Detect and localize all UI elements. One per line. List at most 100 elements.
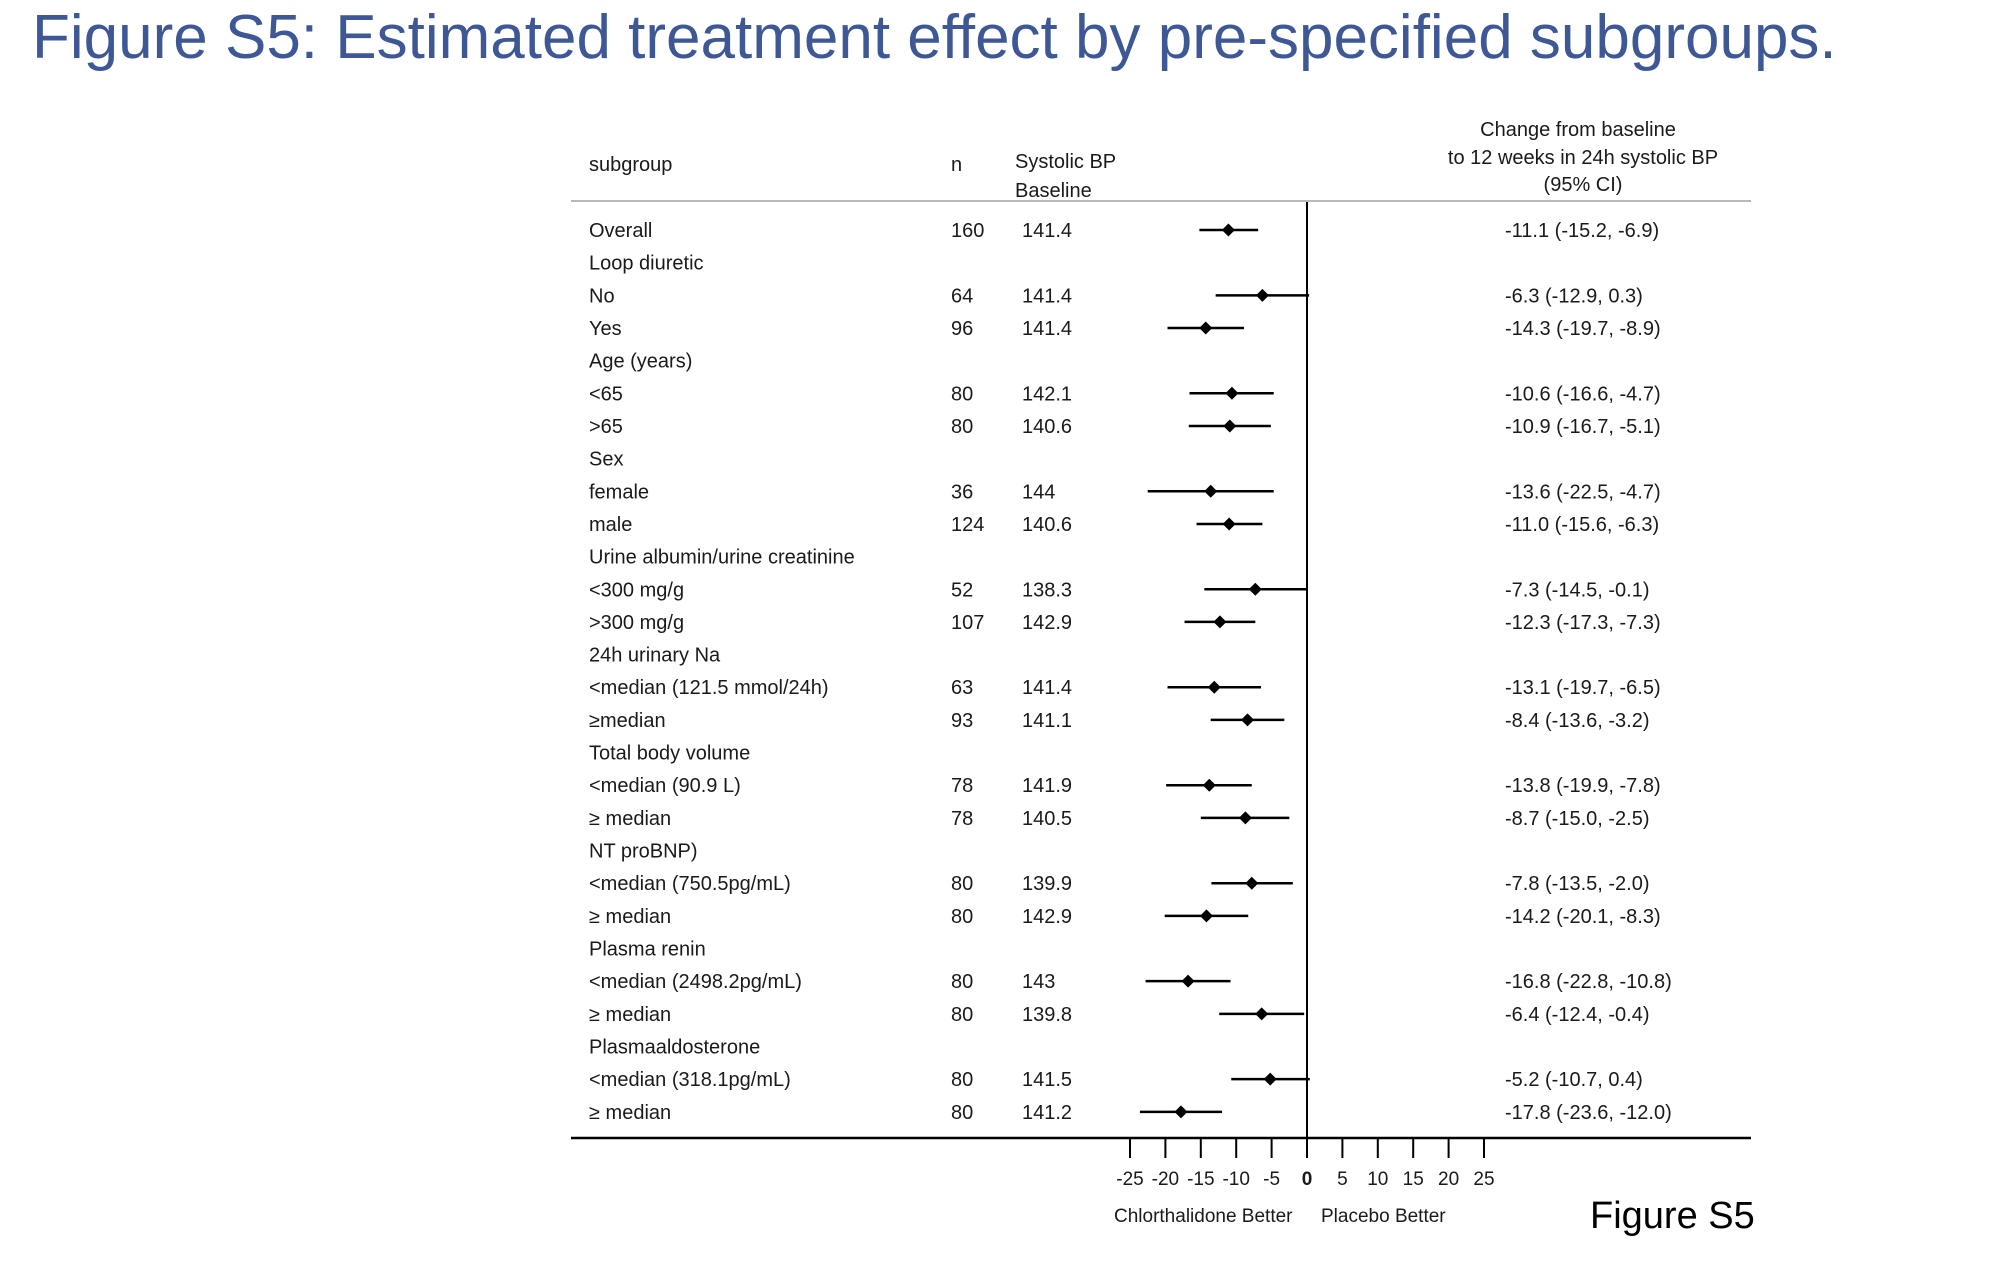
row-n: 36 [951, 481, 973, 503]
row-n: 80 [951, 1069, 973, 1091]
x-tick-label: 20 [1438, 1169, 1459, 1190]
row-n: 80 [951, 1004, 973, 1026]
table-row: <median (750.5pg/mL) 80 139.9 -7.8 (-13.5, … [589, 873, 1650, 895]
header-effect-line1: Change from baseline [1480, 119, 1676, 141]
row-n: 64 [951, 285, 973, 307]
row-label: Plasma renin [589, 939, 706, 961]
row-baseline: 140.5 [1022, 808, 1072, 830]
row-label: NT proBNP) [589, 841, 698, 863]
row-ci-text: -17.8 (-23.6, -12.0) [1505, 1102, 1672, 1124]
x-tick-label: -15 [1187, 1169, 1214, 1190]
row-label: No [589, 285, 615, 307]
row-label: <300 mg/g [589, 579, 684, 601]
x-axis: -25 -20 -15 -10 -5 0 5 10 15 20 25 [1116, 1138, 1495, 1190]
table-row: ≥ median 78 140.5 -8.7 (-15.0, -2.5) [589, 808, 1650, 830]
group-header-row: Sex [589, 449, 623, 471]
point-estimate [1199, 321, 1213, 335]
row-baseline: 144 [1022, 481, 1055, 503]
row-n: 107 [951, 612, 984, 634]
row-baseline: 142.9 [1022, 906, 1072, 928]
row-baseline: 140.6 [1022, 514, 1072, 536]
row-label: <median (318.1pg/mL) [589, 1069, 791, 1091]
group-header-row: Plasma renin [589, 939, 706, 961]
row-n: 78 [951, 775, 973, 797]
row-ci-text: -12.3 (-17.3, -7.3) [1505, 612, 1661, 634]
row-n: 124 [951, 514, 984, 536]
header-n: n [951, 154, 962, 176]
header-effect-line3: (95% CI) [1544, 174, 1623, 196]
x-tick-label: -5 [1263, 1169, 1280, 1190]
table-row: Overall 160 141.4 -11.1 (-15.2, -6.9) [589, 220, 1659, 242]
point-estimate [1222, 517, 1236, 531]
point-estimate [1174, 1105, 1188, 1119]
row-n: 80 [951, 1102, 973, 1124]
row-baseline: 141.5 [1022, 1069, 1072, 1091]
row-n: 78 [951, 808, 973, 830]
row-label: ≥ median [589, 906, 671, 928]
x-tick-label: 5 [1337, 1169, 1348, 1190]
x-tick-label: 10 [1367, 1169, 1388, 1190]
row-baseline: 140.6 [1022, 416, 1072, 438]
forest-rows: Overall 160 141.4 -11.1 (-15.2, -6.9) Loop d… [589, 220, 1672, 1124]
row-baseline: 139.9 [1022, 873, 1072, 895]
row-baseline: 142.1 [1022, 383, 1072, 405]
point-estimate [1213, 615, 1227, 629]
row-label: Yes [589, 318, 622, 340]
point-estimate [1199, 909, 1213, 923]
group-header-row: 24h urinary Na [589, 645, 721, 667]
row-ci-text: -8.7 (-15.0, -2.5) [1505, 808, 1650, 830]
table-row: male 124 140.6 -11.0 (-15.6, -6.3) [589, 514, 1659, 536]
x-tick-label: -10 [1222, 1169, 1249, 1190]
point-estimate [1255, 288, 1269, 302]
row-ci-text: -6.3 (-12.9, 0.3) [1505, 285, 1643, 307]
row-n: 96 [951, 318, 973, 340]
x-tick-label: 25 [1473, 1169, 1494, 1190]
row-label: Overall [589, 220, 652, 242]
row-label: 24h urinary Na [589, 645, 721, 667]
table-row: >300 mg/g 107 142.9 -12.3 (-17.3, -7.3) [589, 612, 1661, 634]
row-label: ≥median [589, 710, 666, 732]
table-row: ≥median 93 141.1 -8.4 (-13.6, -3.2) [589, 710, 1650, 732]
row-baseline: 141.4 [1022, 285, 1072, 307]
row-label: ≥ median [589, 1102, 671, 1124]
row-label: <65 [589, 383, 623, 405]
row-label: ≥ median [589, 808, 671, 830]
group-header-row: Total body volume [589, 743, 750, 765]
point-estimate [1245, 876, 1259, 890]
table-row: <median (318.1pg/mL) 80 141.5 -5.2 (-10.7, … [589, 1069, 1643, 1091]
row-label: <median (750.5pg/mL) [589, 873, 791, 895]
row-n: 80 [951, 416, 973, 438]
row-label: <median (121.5 mmol/24h) [589, 677, 829, 699]
row-label: >300 mg/g [589, 612, 684, 634]
row-baseline: 139.8 [1022, 1004, 1072, 1026]
row-ci-text: -14.3 (-19.7, -8.9) [1505, 318, 1661, 340]
row-ci-text: -7.3 (-14.5, -0.1) [1505, 579, 1650, 601]
row-n: 80 [951, 873, 973, 895]
group-header-row: Age (years) [589, 351, 692, 373]
row-ci-text: -5.2 (-10.7, 0.4) [1505, 1069, 1643, 1091]
point-estimate [1221, 223, 1235, 237]
row-ci-text: -11.0 (-15.6, -6.3) [1505, 514, 1659, 536]
table-row: ≥ median 80 142.9 -14.2 (-20.1, -8.3) [589, 906, 1661, 928]
row-n: 80 [951, 383, 973, 405]
row-ci-text: -14.2 (-20.1, -8.3) [1505, 906, 1661, 928]
row-label: <median (2498.2pg/mL) [589, 971, 802, 993]
x-label-left: Chlorthalidone Better [1114, 1206, 1293, 1227]
table-row: <median (90.9 L) 78 141.9 -13.8 (-19.9, -7.… [589, 775, 1661, 797]
row-label: Total body volume [589, 743, 750, 765]
row-label: Urine albumin/urine creatinine [589, 547, 855, 569]
point-estimate [1255, 1007, 1269, 1021]
table-row: Yes 96 141.4 -14.3 (-19.7, -8.9) [589, 318, 1661, 340]
group-header-row: NT proBNP) [589, 841, 698, 863]
table-row: No 64 141.4 -6.3 (-12.9, 0.3) [589, 285, 1643, 307]
row-label: Sex [589, 449, 623, 471]
row-label: male [589, 514, 632, 536]
header-baseline-line1: Systolic BP [1015, 151, 1116, 173]
row-baseline: 141.2 [1022, 1102, 1072, 1124]
point-estimate [1181, 974, 1195, 988]
row-ci-text: -10.6 (-16.6, -4.7) [1505, 383, 1661, 405]
row-ci-text: -13.1 (-19.7, -6.5) [1505, 677, 1661, 699]
page-title: Figure S5: Estimated treatment effect by… [32, 3, 1837, 72]
group-header-row: Plasmaaldosterone [589, 1037, 760, 1059]
